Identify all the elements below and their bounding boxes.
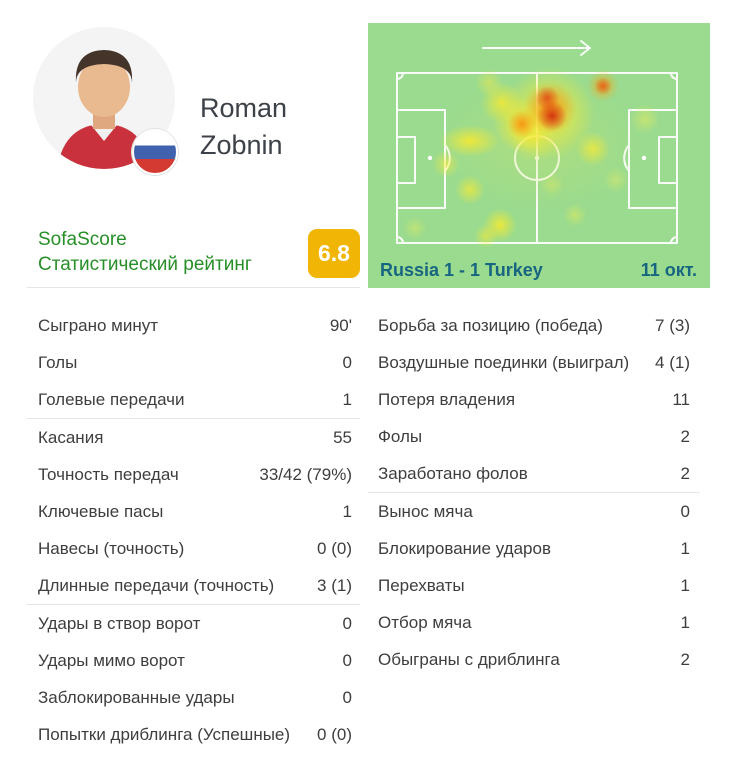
stat-group: Касания 55 Точность передач 33/42 (79%) Ключ… <box>27 418 360 604</box>
stat-label: Навесы (точность) <box>38 538 185 558</box>
stat-label: Сыграно минут <box>38 315 159 335</box>
stat-label: Заблокированные удары <box>38 687 235 707</box>
stat-value: 0 <box>342 352 352 372</box>
stat-label: Перехваты <box>378 575 465 595</box>
stat-row: Попытки дриблинга (Успешные) 0 (0) <box>27 716 360 753</box>
stat-value: 0 <box>342 687 352 707</box>
stat-value: 0 <box>342 650 352 670</box>
stats-column-right: Борьба за позицию (победа) 7 (3) Воздушные… <box>368 307 700 678</box>
stat-row: Точность передач 33/42 (79%) <box>27 456 360 493</box>
stat-value: 90' <box>329 315 352 335</box>
player-photo <box>33 27 175 169</box>
stat-row: Заблокированные удары 0 <box>27 679 360 716</box>
stat-row: Голевые передачи 1 <box>27 381 360 418</box>
stat-value: 1 <box>680 612 690 632</box>
stat-row: Навесы (точность) 0 (0) <box>27 530 360 567</box>
stat-row: Длинные передачи (точность) 3 (1) <box>27 567 360 604</box>
stat-row: Касания 55 <box>27 419 360 456</box>
match-date: 11 окт. <box>640 260 697 280</box>
stat-label: Касания <box>38 427 104 447</box>
player-name: Roman Zobnin <box>200 90 287 164</box>
stat-value: 0 <box>680 501 690 521</box>
stat-value: 3 (1) <box>317 575 352 595</box>
stat-row: Фолы 2 <box>368 418 700 455</box>
avatar <box>33 27 178 175</box>
stat-row: Заработано фолов 2 <box>368 455 700 492</box>
player-last-name: Zobnin <box>200 130 283 160</box>
stat-label: Фолы <box>378 426 423 446</box>
rating-header: SofaScore Статистический рейтинг <box>38 227 252 277</box>
stat-row: Отбор мяча 1 <box>368 604 700 641</box>
stat-row: Блокирование ударов 1 <box>368 530 700 567</box>
header-divider <box>27 287 360 288</box>
stat-row: Перехваты 1 <box>368 567 700 604</box>
stat-value: 1 <box>342 501 352 521</box>
stat-group: Борьба за позицию (победа) 7 (3) Воздушные… <box>368 307 700 492</box>
stat-row: Борьба за позицию (победа) 7 (3) <box>368 307 700 344</box>
stat-label: Отбор мяча <box>378 612 472 632</box>
stat-value: 0 <box>342 613 352 633</box>
russia-flag-icon <box>132 129 178 175</box>
stat-value: 0 (0) <box>317 724 352 744</box>
stat-value: 1 <box>680 575 690 595</box>
stat-label: Вынос мяча <box>378 501 473 521</box>
stat-value: 7 (3) <box>655 315 690 335</box>
stat-row: Вынос мяча 0 <box>368 493 700 530</box>
stat-label: Заработано фолов <box>378 463 528 483</box>
stat-label: Удары в створ ворот <box>38 613 201 633</box>
stat-label: Воздушные поединки (выиграл) <box>378 352 630 372</box>
stat-label: Голевые передачи <box>38 389 185 409</box>
stat-row: Воздушные поединки (выиграл) 4 (1) <box>368 344 700 381</box>
stats-column-left: Сыграно минут 90' Голы 0 Голевые передачи 1 Ка… <box>27 307 360 753</box>
stat-row: Удары мимо ворот 0 <box>27 642 360 679</box>
stat-value: 2 <box>680 463 690 483</box>
stat-row: Потеря владения 11 <box>368 381 700 418</box>
stat-label: Попытки дриблинга (Успешные) <box>38 724 291 744</box>
rating-badge: 6.8 <box>308 229 360 278</box>
player-silhouette-icon <box>57 50 151 169</box>
stat-label: Голы <box>38 352 78 372</box>
stat-label: Точность передач <box>38 464 179 484</box>
stat-value: 33/42 (79%) <box>259 464 352 484</box>
player-first-name: Roman <box>200 93 288 123</box>
stat-value: 2 <box>680 426 690 446</box>
stat-label: Борьба за позицию (победа) <box>378 315 603 335</box>
heat-blobs <box>368 23 710 288</box>
stat-value: 2 <box>680 649 690 669</box>
stat-value: 1 <box>342 389 352 409</box>
brand-label: SofaScore <box>38 229 127 250</box>
stat-label: Ключевые пасы <box>38 501 164 521</box>
match-score: Russia 1 - 1 Turkey <box>380 260 543 280</box>
stat-group: Вынос мяча 0 Блокирование ударов 1 Перехваты… <box>368 492 700 678</box>
stat-value: 0 (0) <box>317 538 352 558</box>
stat-label: Обыграны с дриблинга <box>378 649 560 669</box>
heatmap: Russia 1 - 1 Turkey 11 окт. <box>368 23 710 288</box>
stat-row: Ключевые пасы 1 <box>27 493 360 530</box>
stat-value: 4 (1) <box>655 352 690 372</box>
stat-label: Длинные передачи (точность) <box>38 575 275 595</box>
stat-row: Обыграны с дриблинга 2 <box>368 641 700 678</box>
stat-row: Удары в створ ворот 0 <box>27 605 360 642</box>
stat-label: Потеря владения <box>378 389 516 409</box>
stat-row: Голы 0 <box>27 344 360 381</box>
stat-label: Удары мимо ворот <box>38 650 185 670</box>
stat-value: 1 <box>680 538 690 558</box>
stat-group: Удары в створ ворот 0 Удары мимо ворот 0 Заб… <box>27 604 360 753</box>
stat-row: Сыграно минут 90' <box>27 307 360 344</box>
stat-value: 11 <box>672 389 690 409</box>
stat-group: Сыграно минут 90' Голы 0 Голевые передачи 1 <box>27 307 360 418</box>
stat-label: Блокирование ударов <box>378 538 551 558</box>
rating-subtitle: Статистический рейтинг <box>38 254 252 275</box>
stat-value: 55 <box>333 427 352 447</box>
